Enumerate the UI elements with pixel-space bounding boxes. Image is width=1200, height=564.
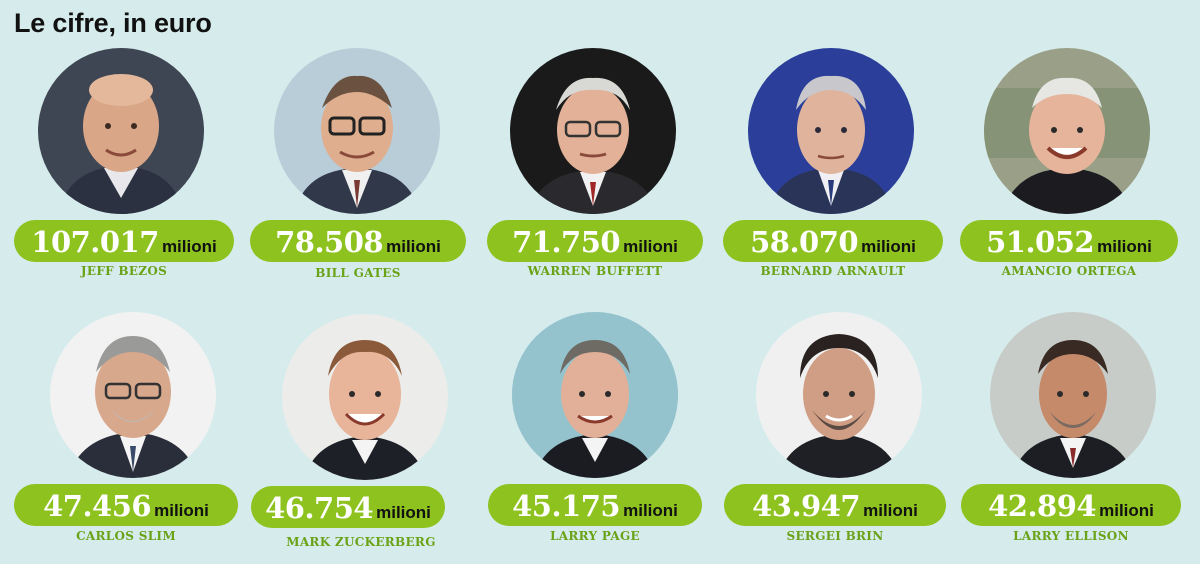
portrait-photo	[510, 48, 676, 214]
person-name: BERNARD ARNAULT	[760, 264, 906, 278]
net-worth-unit: milioni	[161, 237, 217, 256]
net-worth-unit: milioni	[623, 501, 678, 520]
person-name: CARLOS SLIM	[76, 529, 176, 543]
portrait-photo	[512, 312, 678, 478]
portrait-photo	[282, 314, 448, 480]
portrait-photo	[50, 312, 216, 478]
portrait-photo	[274, 48, 440, 214]
net-worth-unit: milioni	[863, 501, 918, 520]
portrait-photo	[756, 312, 922, 478]
portrait-photo	[38, 48, 204, 214]
net-worth-amount: 42.894	[988, 489, 1097, 523]
net-worth-pill: 42.894 milioni	[961, 484, 1181, 526]
person-name: LARRY PAGE	[550, 529, 640, 543]
person-name: AMANCIO ORTEGA	[1001, 264, 1137, 278]
net-worth-amount: 71.750	[512, 225, 621, 259]
net-worth-amount: 45.175	[512, 489, 621, 523]
net-worth-unit: milioni	[386, 237, 441, 256]
portrait-photo	[990, 312, 1156, 478]
net-worth-unit: milioni	[1099, 501, 1154, 520]
net-worth-pill: 78.508 milioni	[250, 220, 466, 262]
net-worth-amount: 51.052	[986, 225, 1095, 259]
net-worth-unit: milioni	[623, 237, 678, 256]
person-name: MARK ZUCKERBERG	[286, 535, 436, 549]
net-worth-pill: 43.947 milioni	[724, 484, 946, 526]
person-name: WARREN BUFFETT	[527, 264, 663, 278]
net-worth-pill: 107.017 milioni	[14, 220, 234, 262]
net-worth-amount: 78.508	[275, 225, 384, 259]
net-worth-unit: milioni	[376, 503, 431, 522]
net-worth-unit: milioni	[154, 501, 209, 520]
net-worth-pill: 47.456 milioni	[14, 484, 238, 526]
person-name: SERGEI BRIN	[786, 529, 884, 543]
net-worth-pill: 51.052 milioni	[960, 220, 1178, 262]
portrait-photo	[984, 48, 1150, 214]
net-worth-amount: 46.754	[265, 491, 374, 525]
net-worth-pill: 58.070 milioni	[723, 220, 943, 262]
net-worth-amount: 107.017	[31, 225, 159, 259]
person-name: JEFF BEZOS	[80, 264, 168, 278]
net-worth-amount: 58.070	[750, 225, 859, 259]
net-worth-pill: 46.754 milioni	[251, 486, 445, 528]
net-worth-pill: 45.175 milioni	[488, 484, 702, 526]
person-name: BILL GATES	[315, 266, 401, 280]
net-worth-pill: 71.750 milioni	[487, 220, 703, 262]
net-worth-amount: 43.947	[752, 489, 861, 523]
net-worth-unit: milioni	[1097, 237, 1152, 256]
portrait-photo	[748, 48, 914, 214]
net-worth-unit: milioni	[861, 237, 916, 256]
page-title: Le cifre, in euro	[14, 8, 212, 38]
person-name: LARRY ELLISON	[1013, 529, 1129, 543]
net-worth-amount: 47.456	[43, 489, 152, 523]
